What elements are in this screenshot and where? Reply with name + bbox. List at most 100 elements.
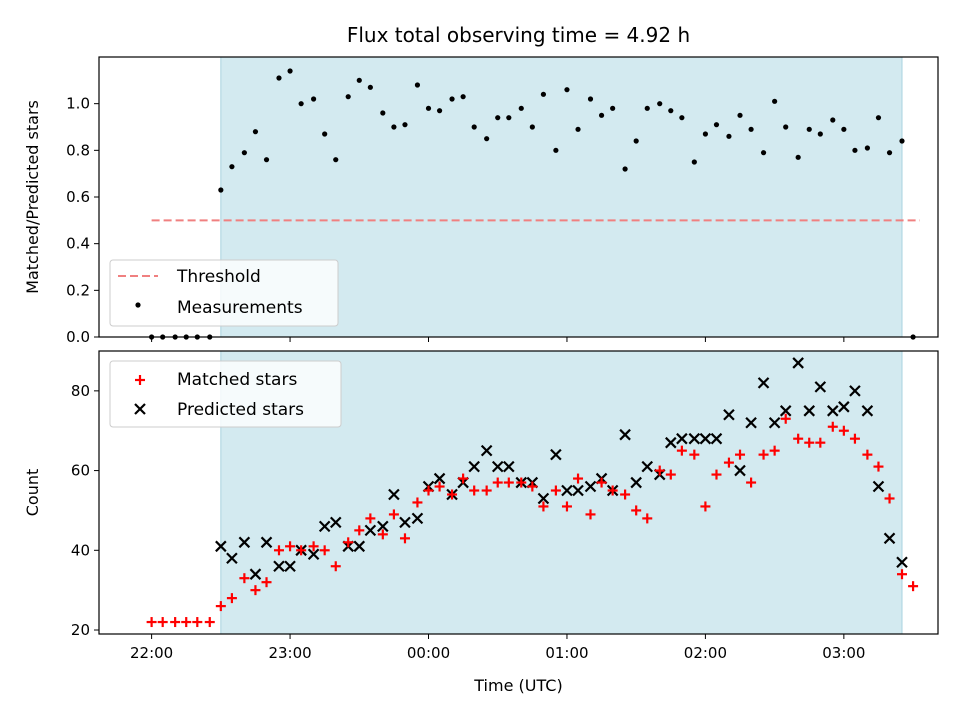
measurement-point: [356, 77, 362, 83]
matched-point: [226, 593, 237, 604]
predicted-point: [364, 524, 377, 537]
matched-point: [804, 437, 815, 448]
measurement-point: [495, 115, 501, 121]
measurement-point: [414, 82, 421, 88]
predicted-point: [388, 488, 400, 501]
legend-predicted-swatch: [134, 403, 146, 415]
predicted-point: [803, 405, 816, 417]
y-tick-label: 80: [71, 382, 90, 400]
predicted-point: [861, 405, 874, 417]
measurement-point: [333, 157, 339, 163]
ratio-panel: 0.0 0.2 0.4 0.6 0.8 1.0 Matched/Predicted sta…: [23, 56, 939, 346]
matched-point: [897, 569, 908, 580]
predicted-point: [468, 460, 480, 473]
measurement-point: [713, 122, 720, 128]
measurement-point: [229, 164, 235, 170]
matched-point: [550, 485, 561, 496]
matched-point: [780, 413, 791, 424]
measurement-point: [345, 94, 351, 100]
matched-point: [815, 437, 826, 448]
predicted-point: [260, 536, 273, 549]
matched-point: [689, 449, 700, 460]
predicted-point: [665, 436, 677, 449]
measurement-point: [817, 131, 823, 137]
measurement-point: [252, 129, 259, 135]
matched-point: [354, 525, 365, 536]
matched-point: [631, 505, 642, 516]
predicted-point: [273, 560, 285, 573]
bottom-panel-frame: [98, 350, 939, 635]
matched-point: [204, 617, 215, 628]
matched-point: [503, 477, 514, 488]
bottom-legend: Matched stars Predicted stars: [109, 360, 342, 428]
predicted-point: [411, 512, 424, 525]
matched-point: [908, 581, 919, 592]
predicted-point: [734, 464, 746, 477]
predicted-point: [792, 357, 804, 369]
top-x-ticks: [151, 337, 845, 342]
measurement-point: [484, 136, 490, 142]
predicted-point: [630, 476, 642, 489]
predicted-point: [827, 405, 839, 417]
measurement-point: [587, 96, 594, 102]
y-tick-label: 0.0: [66, 328, 90, 346]
measurement-point: [391, 124, 397, 130]
predicted-point: [399, 516, 411, 529]
matched-point: [700, 501, 711, 512]
legend-measurements-swatch: [135, 302, 141, 308]
x-axis-label: Time (UTC): [473, 676, 562, 695]
measurement-point: [367, 84, 373, 90]
matched-point: [215, 601, 226, 612]
measurement-point: [436, 108, 443, 114]
legend-predicted-label: Predicted stars: [177, 400, 304, 420]
predicted-point: [226, 552, 238, 565]
bottom-x-ticks: 22:00 23:00 00:00 01:00 02:00 03:00: [130, 634, 865, 662]
measurement-point: [598, 112, 605, 118]
measurement-point: [864, 145, 870, 151]
matched-points: [146, 413, 919, 628]
matched-point: [296, 545, 307, 556]
measurement-point: [298, 101, 304, 107]
measurement-point: [575, 126, 581, 132]
predicted-point: [550, 448, 562, 461]
matched-point: [723, 457, 734, 468]
measurement-point: [852, 147, 858, 153]
matched-point: [596, 477, 607, 488]
predicted-point: [883, 532, 896, 545]
legend-predicted-marker: [134, 403, 146, 415]
predicted-point: [699, 432, 712, 445]
matched-point: [365, 513, 376, 524]
matched-point: [239, 573, 250, 584]
matched-point: [285, 541, 296, 552]
matched-point: [377, 529, 388, 540]
count-panel: 22:00 23:00 00:00 01:00 02:00 03:00 20406080 …: [23, 350, 939, 695]
measurement-point: [518, 105, 524, 111]
matched-point: [793, 433, 804, 444]
measurement-point: [772, 98, 778, 104]
matched-point: [343, 537, 354, 548]
predicted-point: [318, 520, 331, 533]
measurement-point: [622, 166, 628, 172]
measurement-point: [553, 147, 559, 153]
matched-point: [412, 497, 423, 508]
matched-point: [769, 445, 780, 456]
y-tick-label: 0.4: [66, 235, 90, 253]
matched-point: [884, 493, 895, 504]
predicted-point: [779, 405, 792, 417]
legend-threshold-label: Threshold: [176, 267, 261, 287]
predicted-point: [249, 568, 262, 580]
top-y-axis-label: Matched/Predicted stars: [23, 100, 42, 294]
matched-point: [620, 489, 631, 500]
predicted-point: [768, 416, 781, 429]
measurement-point: [540, 91, 547, 97]
predicted-point: [838, 401, 850, 413]
matched-point: [261, 577, 272, 588]
predicted-point: [284, 560, 296, 573]
measurement-point: [783, 124, 789, 130]
matched-point: [862, 449, 873, 460]
predicted-point: [619, 428, 631, 441]
matched-point: [873, 461, 884, 472]
matched-point: [758, 449, 769, 460]
predicted-point: [584, 480, 597, 493]
measurement-point: [875, 115, 882, 121]
